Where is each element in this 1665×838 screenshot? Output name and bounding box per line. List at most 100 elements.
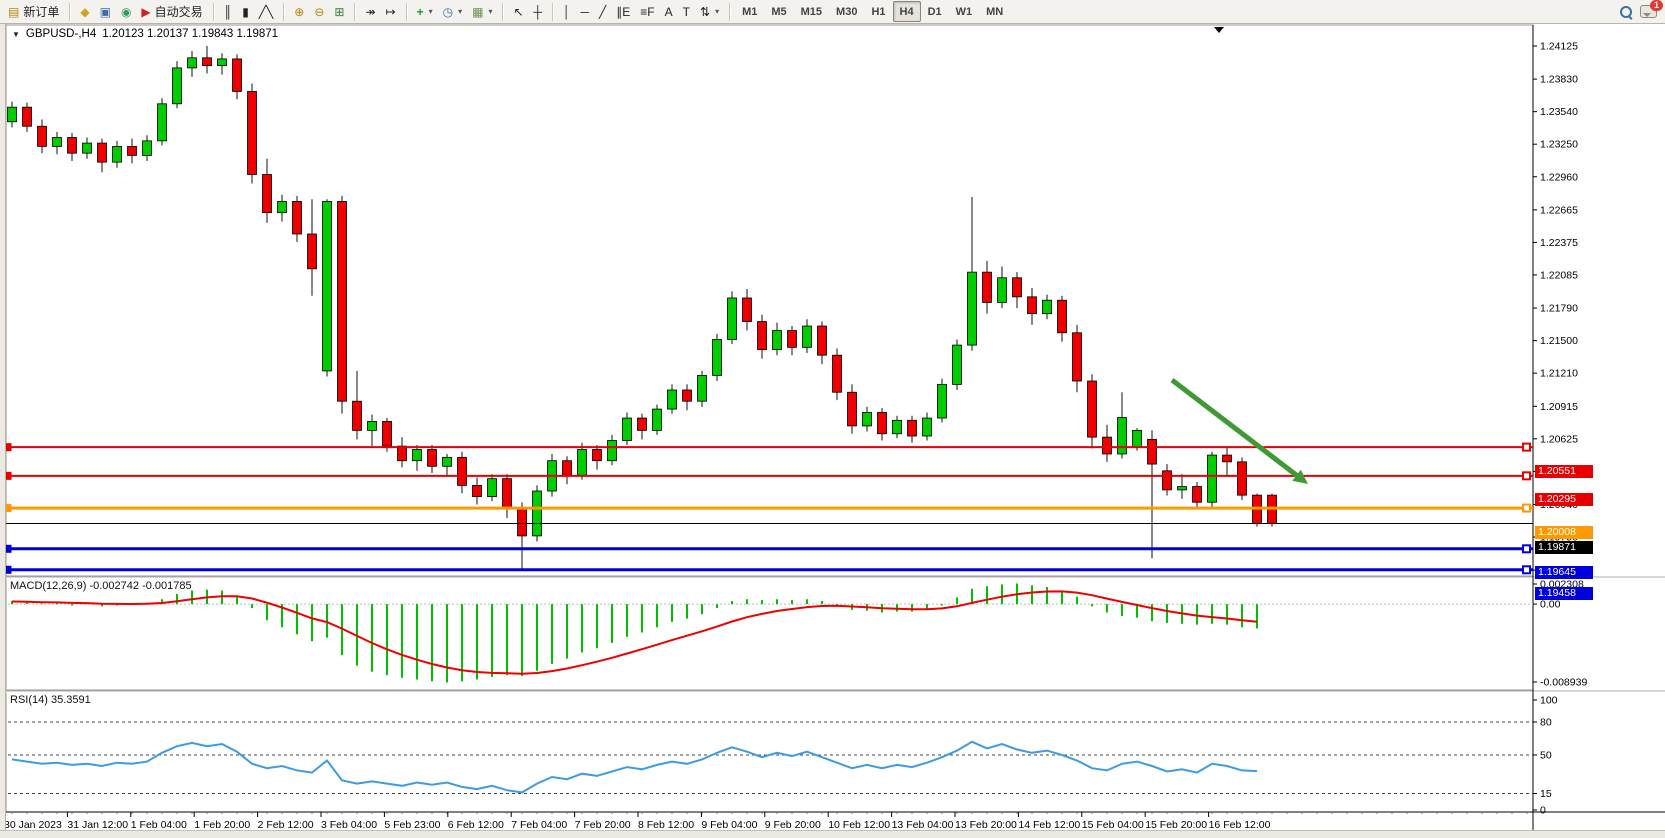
- time-tick-label: 7 Feb 20:00: [575, 819, 631, 830]
- zoom-in-button[interactable]: ⊕: [289, 1, 309, 23]
- zoom-in-icon: ⊕: [294, 4, 305, 19]
- toolbar-separator: [552, 2, 554, 21]
- auto-scroll-button[interactable]: ↠: [360, 1, 380, 23]
- trendline-icon: ╱: [599, 4, 607, 19]
- chart-shift-marker[interactable]: [1214, 27, 1224, 33]
- toolbar-separator: [283, 2, 285, 21]
- new-order-button[interactable]: ▤ 新订单: [3, 1, 64, 23]
- candles: [7, 46, 1277, 570]
- chart-symbol-period: GBPUSD-,H4: [25, 28, 97, 40]
- chart-canvas[interactable]: 1.24125 1.23830 1.23540 1.23250 1.22960 1.226…: [0, 24, 1665, 830]
- bull-candle: [142, 140, 152, 156]
- panel-border: [5, 577, 1534, 691]
- market-depth-icon-button[interactable]: ◆: [75, 1, 94, 23]
- dropdown-arrow-icon[interactable]: ▾: [715, 7, 720, 16]
- timeframe-button-H4[interactable]: H4: [892, 1, 921, 22]
- periods-button[interactable]: ◷ ▾: [438, 1, 468, 23]
- new-chart-icon-button[interactable]: ▣: [95, 1, 116, 23]
- rsi-axis-label: 50: [1540, 750, 1552, 762]
- horizontal-line-1.20295[interactable]: [3, 471, 1533, 481]
- panel-border: [5, 691, 1534, 813]
- bear-candle: [1162, 470, 1172, 491]
- bull-candle: [1207, 454, 1217, 503]
- price-tick-label: 1.23540: [1540, 106, 1578, 118]
- bear-candle: [22, 106, 32, 127]
- bear-candle: [1027, 296, 1037, 315]
- timeframe-button-M30[interactable]: M30: [836, 5, 858, 18]
- timeframe-button-W1[interactable]: W1: [955, 5, 973, 18]
- timeframe-button-D1[interactable]: D1: [927, 5, 942, 18]
- tile-windows-button[interactable]: ⊞: [329, 1, 349, 23]
- candlestick-chart-button[interactable]: ▮: [237, 1, 254, 23]
- arrows-button[interactable]: ⇅ ▾: [695, 1, 724, 23]
- toolbar-separator: [502, 2, 504, 21]
- equidistant-channel-button[interactable]: ∥E: [611, 1, 635, 23]
- bear-candle: [787, 330, 797, 348]
- chart-shift-button[interactable]: ↦: [381, 1, 401, 23]
- horizontal-line-1.20551[interactable]: [3, 442, 1533, 452]
- timeframe-button-M5[interactable]: M5: [771, 5, 787, 18]
- bar-chart-button[interactable]: ║: [219, 1, 238, 23]
- price-chip-1.19458: 1.19458: [1535, 587, 1593, 601]
- horizontal-line-1.20008[interactable]: [3, 503, 1533, 513]
- cursor-button[interactable]: ↖: [508, 1, 528, 23]
- bear-candle: [1102, 436, 1112, 455]
- market-watch-icon-button[interactable]: ◉: [116, 1, 136, 23]
- bear-candle: [427, 449, 437, 467]
- line-chart-button[interactable]: ╱╲: [254, 1, 278, 23]
- new-chart-icon-icon: ▣: [99, 4, 111, 19]
- bear-candle: [502, 478, 512, 509]
- bear-candle: [832, 354, 842, 393]
- autotrading-button[interactable]: ▶ 自动交易: [136, 1, 207, 23]
- time-tick-label: 15 Feb 20:00: [1145, 819, 1207, 830]
- timeframe-button-M15[interactable]: M15: [800, 5, 823, 18]
- bear-candle: [1057, 299, 1067, 334]
- toolbar-separator: [212, 2, 214, 21]
- vertical-line-button[interactable]: │: [558, 1, 576, 23]
- bear-candle: [742, 297, 752, 322]
- timeframe-button-MN[interactable]: MN: [986, 5, 1004, 18]
- bear-candle: [1072, 332, 1082, 382]
- time-tick-label: 10 Feb 12:00: [828, 819, 890, 830]
- zoom-out-button[interactable]: ⊖: [309, 1, 329, 23]
- fibonacci-button[interactable]: ≡F: [635, 1, 659, 23]
- search-icon[interactable]: [1620, 5, 1632, 18]
- indicators-button[interactable]: + ▾: [412, 1, 438, 23]
- horizontal-line-1.19645[interactable]: [3, 544, 1533, 554]
- timeframe-button-M1[interactable]: M1: [742, 5, 758, 18]
- timeframe-button-H1[interactable]: H1: [871, 5, 886, 18]
- market-depth-icon-icon: ◆: [80, 4, 90, 19]
- macd-axis-label: -0.008939: [1540, 677, 1587, 689]
- equidistant-channel-icon: ∥E: [616, 4, 631, 19]
- trendline-button[interactable]: ╱: [594, 1, 611, 23]
- dropdown-arrow-icon[interactable]: ▾: [458, 7, 463, 16]
- time-tick-label: 9 Feb 20:00: [765, 819, 821, 830]
- time-tick-label: 30 Jan 2023: [4, 819, 62, 830]
- time-tick-label: 5 Feb 23:00: [384, 819, 440, 830]
- price-tick-label: 1.24125: [1540, 41, 1578, 53]
- bull-candle: [802, 325, 812, 348]
- fibonacci-icon: ≡F: [640, 4, 655, 19]
- horizontal-line-button[interactable]: ─: [576, 1, 595, 23]
- dropdown-arrow-icon[interactable]: ▾: [428, 7, 433, 16]
- bear-candle: [982, 271, 992, 303]
- text-button[interactable]: A: [660, 1, 678, 23]
- dropdown-arrow-icon[interactable]: ▾: [488, 7, 493, 16]
- text-label-button[interactable]: T: [678, 1, 695, 23]
- zoom-out-icon: ⊖: [314, 4, 325, 19]
- horizontal-line-1.19458[interactable]: [3, 565, 1533, 575]
- bear-candle: [907, 419, 917, 437]
- time-axis[interactable]: 30 Jan 2023 31 Jan 12:00 1 Feb 04:00 1 Feb …: [0, 811, 1665, 830]
- arrow-annotation[interactable]: [1170, 378, 1308, 484]
- notifications-chat-icon[interactable]: 1: [1640, 0, 1663, 18]
- bear-candle: [592, 449, 602, 462]
- chart-region[interactable]: 1.24125 1.23830 1.23540 1.23250 1.22960 1.226…: [0, 24, 1665, 830]
- crosshair-button[interactable]: ┼: [529, 1, 548, 23]
- market-watch-icon-icon: ◉: [120, 4, 132, 19]
- chart-dropdown-icon[interactable]: ▼: [12, 29, 20, 39]
- bear-candle: [1237, 461, 1247, 496]
- templates-button[interactable]: ▦ ▾: [467, 1, 497, 23]
- bear-candle: [682, 389, 692, 402]
- auto-scroll-icon: ↠: [365, 4, 376, 19]
- price-chip-1.19645: 1.19645: [1535, 566, 1593, 580]
